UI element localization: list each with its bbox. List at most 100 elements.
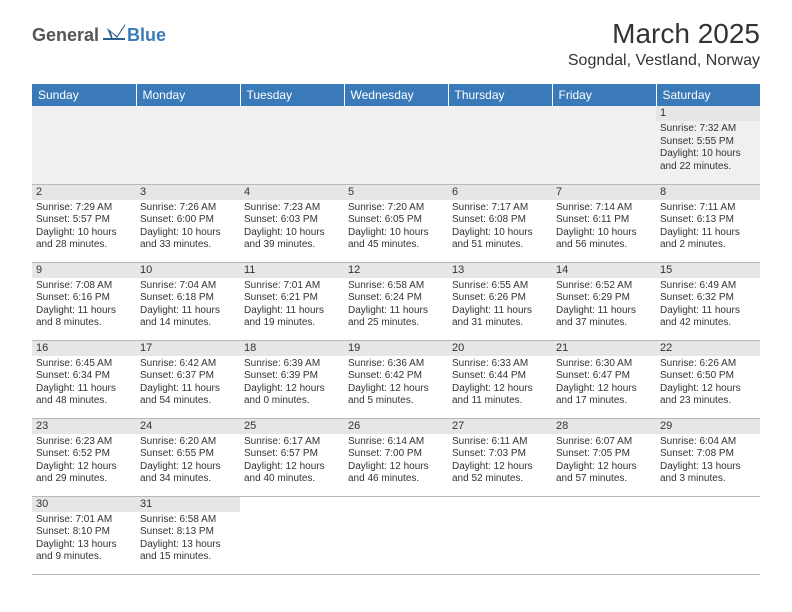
calendar-day-cell: 19Sunrise: 6:36 AMSunset: 6:42 PMDayligh… (344, 340, 448, 418)
daylight-line: and 52 minutes. (452, 473, 548, 486)
sunset-line: Sunset: 8:10 PM (36, 526, 132, 539)
calendar-day-cell: 2Sunrise: 7:29 AMSunset: 5:57 PMDaylight… (32, 184, 136, 262)
day-number: 3 (136, 185, 240, 200)
calendar-day-cell: 28Sunrise: 6:07 AMSunset: 7:05 PMDayligh… (552, 418, 656, 496)
day-details: Sunrise: 6:17 AMSunset: 6:57 PMDaylight:… (240, 434, 344, 490)
day-details: Sunrise: 7:20 AMSunset: 6:05 PMDaylight:… (344, 200, 448, 256)
sunrise-line: Sunrise: 6:39 AM (244, 358, 340, 371)
day-details: Sunrise: 6:20 AMSunset: 6:55 PMDaylight:… (136, 434, 240, 490)
sunrise-line: Sunrise: 7:23 AM (244, 202, 340, 215)
day-number: 4 (240, 185, 344, 200)
daylight-line: and 37 minutes. (556, 317, 652, 330)
day-number: 13 (448, 263, 552, 278)
daylight-line: Daylight: 11 hours (452, 305, 548, 318)
sunset-line: Sunset: 5:55 PM (660, 136, 756, 149)
daylight-line: Daylight: 11 hours (348, 305, 444, 318)
daylight-line: and 9 minutes. (36, 551, 132, 564)
sunset-line: Sunset: 5:57 PM (36, 214, 132, 227)
day-number: 8 (656, 185, 760, 200)
sunrise-line: Sunrise: 6:49 AM (660, 280, 756, 293)
day-number: 24 (136, 419, 240, 434)
day-details: Sunrise: 7:32 AMSunset: 5:55 PMDaylight:… (656, 121, 760, 177)
sunset-line: Sunset: 6:05 PM (348, 214, 444, 227)
day-details: Sunrise: 6:45 AMSunset: 6:34 PMDaylight:… (32, 356, 136, 412)
daylight-line: and 40 minutes. (244, 473, 340, 486)
sunset-line: Sunset: 8:13 PM (140, 526, 236, 539)
sunset-line: Sunset: 6:39 PM (244, 370, 340, 383)
daylight-line: Daylight: 10 hours (660, 148, 756, 161)
calendar-day-cell: 1Sunrise: 7:32 AMSunset: 5:55 PMDaylight… (656, 106, 760, 184)
daylight-line: Daylight: 11 hours (140, 305, 236, 318)
daylight-line: Daylight: 11 hours (140, 383, 236, 396)
calendar-table: Sunday Monday Tuesday Wednesday Thursday… (32, 84, 760, 575)
sunset-line: Sunset: 6:55 PM (140, 448, 236, 461)
sunset-line: Sunset: 6:34 PM (36, 370, 132, 383)
day-details: Sunrise: 6:07 AMSunset: 7:05 PMDaylight:… (552, 434, 656, 490)
daylight-line: and 14 minutes. (140, 317, 236, 330)
day-number: 22 (656, 341, 760, 356)
daylight-line: and 11 minutes. (452, 395, 548, 408)
calendar-week-row: 16Sunrise: 6:45 AMSunset: 6:34 PMDayligh… (32, 340, 760, 418)
daylight-line: Daylight: 12 hours (556, 383, 652, 396)
weekday-header: Friday (552, 84, 656, 106)
daylight-line: Daylight: 10 hours (348, 227, 444, 240)
page-title: March 2025 (568, 18, 760, 50)
day-number: 30 (32, 497, 136, 512)
day-details: Sunrise: 6:14 AMSunset: 7:00 PMDaylight:… (344, 434, 448, 490)
weekday-header: Tuesday (240, 84, 344, 106)
daylight-line: Daylight: 12 hours (244, 383, 340, 396)
daylight-line: and 19 minutes. (244, 317, 340, 330)
calendar-day-cell: 27Sunrise: 6:11 AMSunset: 7:03 PMDayligh… (448, 418, 552, 496)
day-details: Sunrise: 6:26 AMSunset: 6:50 PMDaylight:… (656, 356, 760, 412)
daylight-line: Daylight: 12 hours (452, 461, 548, 474)
sunrise-line: Sunrise: 6:36 AM (348, 358, 444, 371)
day-number: 21 (552, 341, 656, 356)
logo: General Blue (32, 24, 166, 46)
day-number: 5 (344, 185, 448, 200)
daylight-line: and 56 minutes. (556, 239, 652, 252)
sunset-line: Sunset: 6:24 PM (348, 292, 444, 305)
day-details: Sunrise: 6:58 AMSunset: 6:24 PMDaylight:… (344, 278, 448, 334)
sunset-line: Sunset: 6:42 PM (348, 370, 444, 383)
sunrise-line: Sunrise: 7:20 AM (348, 202, 444, 215)
sunrise-line: Sunrise: 6:45 AM (36, 358, 132, 371)
daylight-line: and 29 minutes. (36, 473, 132, 486)
calendar-day-cell (240, 496, 344, 574)
sunrise-line: Sunrise: 6:55 AM (452, 280, 548, 293)
sunrise-line: Sunrise: 6:07 AM (556, 436, 652, 449)
sunrise-line: Sunrise: 6:33 AM (452, 358, 548, 371)
calendar-day-cell: 13Sunrise: 6:55 AMSunset: 6:26 PMDayligh… (448, 262, 552, 340)
sunrise-line: Sunrise: 6:26 AM (660, 358, 756, 371)
calendar-day-cell (448, 106, 552, 184)
daylight-line: and 48 minutes. (36, 395, 132, 408)
sunset-line: Sunset: 7:08 PM (660, 448, 756, 461)
sunrise-line: Sunrise: 7:11 AM (660, 202, 756, 215)
sunrise-line: Sunrise: 6:04 AM (660, 436, 756, 449)
day-details: Sunrise: 6:52 AMSunset: 6:29 PMDaylight:… (552, 278, 656, 334)
calendar-day-cell: 23Sunrise: 6:23 AMSunset: 6:52 PMDayligh… (32, 418, 136, 496)
sunrise-line: Sunrise: 6:52 AM (556, 280, 652, 293)
calendar-day-cell: 4Sunrise: 7:23 AMSunset: 6:03 PMDaylight… (240, 184, 344, 262)
daylight-line: and 54 minutes. (140, 395, 236, 408)
daylight-line: and 28 minutes. (36, 239, 132, 252)
calendar-day-cell: 15Sunrise: 6:49 AMSunset: 6:32 PMDayligh… (656, 262, 760, 340)
sunset-line: Sunset: 7:00 PM (348, 448, 444, 461)
day-number: 14 (552, 263, 656, 278)
daylight-line: and 23 minutes. (660, 395, 756, 408)
weekday-header: Thursday (448, 84, 552, 106)
calendar-day-cell (32, 106, 136, 184)
calendar-day-cell (240, 106, 344, 184)
day-details: Sunrise: 7:11 AMSunset: 6:13 PMDaylight:… (656, 200, 760, 256)
day-number: 29 (656, 419, 760, 434)
calendar-day-cell: 6Sunrise: 7:17 AMSunset: 6:08 PMDaylight… (448, 184, 552, 262)
sunrise-line: Sunrise: 6:11 AM (452, 436, 548, 449)
calendar-day-cell (552, 496, 656, 574)
logo-text-general: General (32, 25, 99, 46)
location-label: Sogndal, Vestland, Norway (568, 52, 760, 70)
calendar-day-cell: 8Sunrise: 7:11 AMSunset: 6:13 PMDaylight… (656, 184, 760, 262)
daylight-line: Daylight: 10 hours (556, 227, 652, 240)
sunrise-line: Sunrise: 7:14 AM (556, 202, 652, 215)
daylight-line: and 25 minutes. (348, 317, 444, 330)
daylight-line: Daylight: 10 hours (244, 227, 340, 240)
page-header: General Blue March 2025 Sogndal, Vestlan… (0, 0, 792, 78)
